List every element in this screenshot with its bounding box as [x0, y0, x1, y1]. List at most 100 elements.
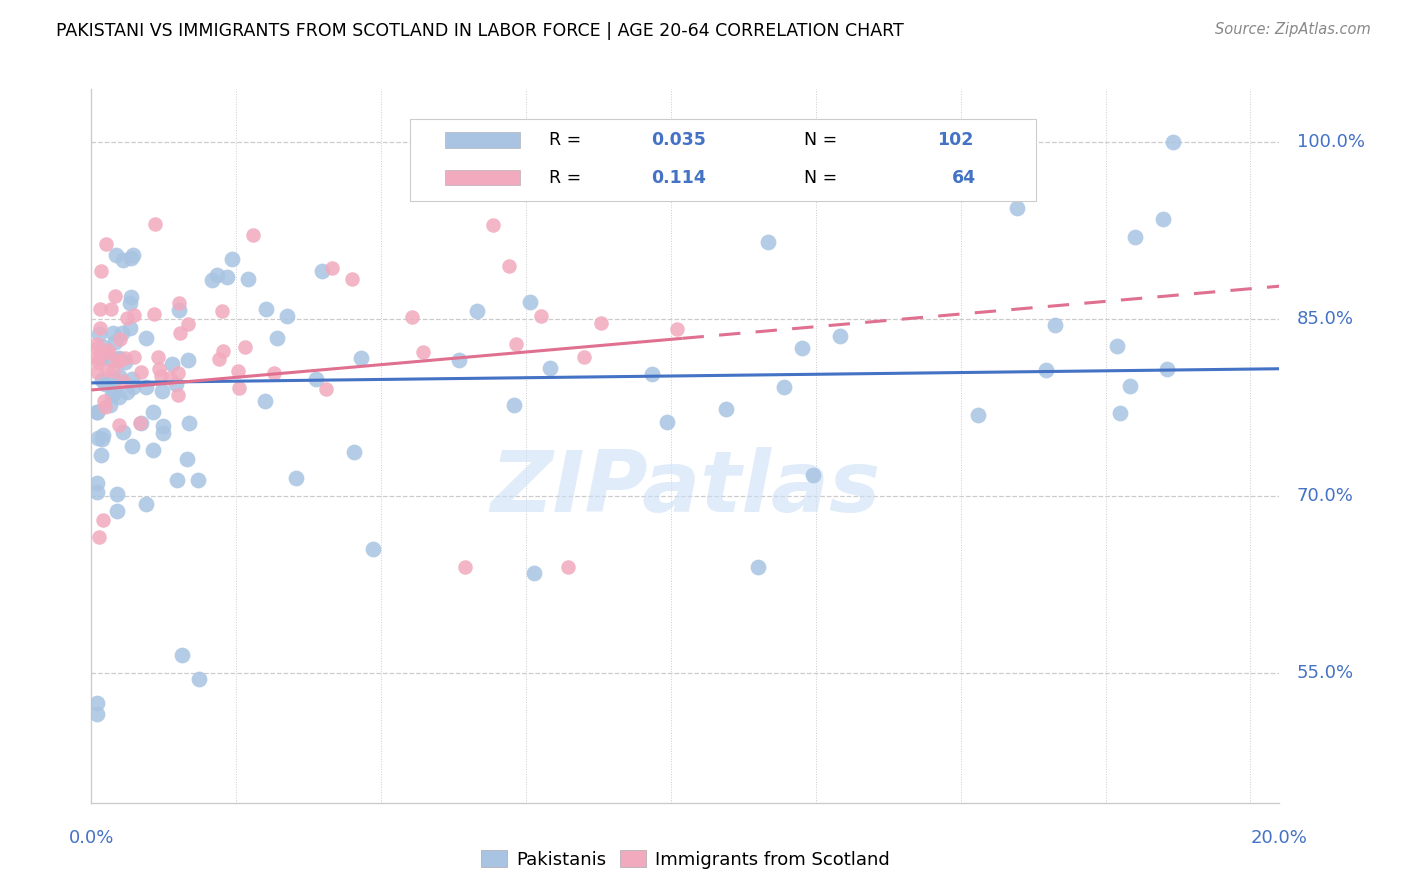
Point	[89, 320, 111, 334]
Point	[167, 295, 190, 310]
Point	[242, 228, 264, 243]
Point	[350, 351, 373, 366]
Point	[86, 405, 108, 419]
Point	[236, 272, 259, 286]
Point	[665, 322, 688, 336]
Bar	[444, 170, 520, 186]
Point	[118, 296, 141, 310]
Point	[165, 376, 187, 391]
Point	[188, 672, 211, 686]
Point	[266, 331, 288, 345]
Point	[148, 361, 170, 376]
Point	[101, 353, 124, 368]
Point	[1161, 136, 1184, 150]
Point	[111, 425, 134, 439]
Point	[128, 416, 150, 430]
Point	[131, 366, 153, 380]
Point	[1107, 338, 1129, 352]
Point	[91, 428, 114, 442]
Point	[792, 341, 814, 355]
Text: 102: 102	[938, 131, 974, 149]
Point	[714, 401, 737, 416]
Point	[93, 340, 115, 354]
Point	[108, 369, 131, 384]
Text: ZIPatlas: ZIPatlas	[491, 447, 880, 531]
Point	[87, 354, 110, 368]
Point	[361, 542, 384, 557]
Point	[114, 355, 136, 369]
Point	[176, 451, 198, 466]
Point	[94, 237, 117, 252]
Point	[502, 398, 524, 412]
Point	[97, 345, 120, 359]
Point	[167, 366, 190, 380]
Text: R =: R =	[550, 131, 586, 149]
Point	[86, 696, 108, 710]
Text: 20.0%: 20.0%	[1251, 829, 1308, 847]
Point	[1152, 211, 1174, 226]
Point	[215, 270, 238, 285]
Point	[105, 504, 128, 518]
Point	[90, 351, 112, 365]
Text: 100.0%: 100.0%	[1296, 133, 1365, 152]
Point	[828, 328, 851, 343]
Point	[207, 352, 229, 367]
Point	[103, 385, 125, 400]
Point	[120, 252, 142, 266]
Point	[104, 334, 127, 349]
Point	[118, 320, 141, 334]
Point	[177, 416, 200, 430]
FancyBboxPatch shape	[411, 119, 1036, 202]
Point	[115, 384, 138, 399]
Point	[226, 364, 249, 378]
Point	[108, 418, 131, 433]
Text: N =: N =	[793, 169, 848, 186]
Point	[285, 471, 308, 485]
Point	[86, 336, 108, 351]
Text: 0.114: 0.114	[651, 169, 706, 186]
Point	[86, 351, 108, 366]
Point	[96, 363, 118, 377]
Point	[172, 648, 194, 663]
Point	[447, 352, 470, 367]
Point	[101, 388, 124, 402]
Point	[89, 530, 111, 544]
Point	[90, 264, 112, 278]
Point	[519, 294, 541, 309]
Point	[211, 304, 233, 318]
Point	[143, 217, 166, 231]
Point	[91, 373, 114, 387]
Point	[89, 326, 111, 341]
Point	[321, 261, 343, 276]
Point	[91, 513, 114, 527]
Point	[772, 380, 794, 394]
Point	[152, 418, 174, 433]
Point	[110, 332, 132, 346]
Point	[1035, 362, 1057, 376]
Point	[1156, 362, 1178, 376]
Point	[86, 475, 108, 490]
Point	[104, 289, 127, 303]
Point	[93, 394, 115, 409]
Point	[112, 252, 135, 267]
Bar	[444, 132, 520, 147]
Point	[86, 405, 108, 419]
Point	[207, 268, 229, 282]
Point	[169, 326, 191, 340]
Point	[86, 484, 108, 499]
Point	[967, 408, 990, 422]
Point	[167, 302, 190, 317]
Legend: Pakistanis, Immigrants from Scotland: Pakistanis, Immigrants from Scotland	[474, 843, 897, 876]
Point	[276, 309, 298, 323]
Point	[122, 308, 145, 322]
Point	[86, 342, 108, 356]
Point	[557, 560, 579, 574]
Point	[211, 343, 233, 358]
Point	[167, 388, 190, 402]
Point	[103, 373, 125, 387]
Text: 64: 64	[952, 169, 976, 186]
Point	[142, 307, 165, 321]
Point	[121, 439, 143, 453]
Point	[105, 354, 128, 368]
Point	[747, 560, 769, 574]
